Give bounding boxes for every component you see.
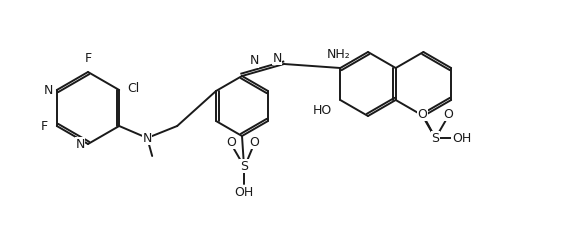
Text: N: N [249,55,259,67]
Text: F: F [84,52,91,66]
Text: O: O [226,136,236,149]
Text: NH₂: NH₂ [327,48,350,61]
Text: O: O [249,136,259,149]
Text: N: N [272,52,281,64]
Text: O: O [443,107,453,121]
Text: S: S [240,159,248,173]
Text: S: S [431,131,439,145]
Text: F: F [40,119,47,133]
Text: OH: OH [452,131,471,145]
Text: O: O [417,107,427,121]
Text: OH: OH [234,185,254,198]
Text: N: N [143,131,152,145]
Text: N: N [44,83,54,97]
Text: HO: HO [313,103,332,116]
Text: Cl: Cl [127,82,139,94]
Text: N: N [75,137,85,151]
